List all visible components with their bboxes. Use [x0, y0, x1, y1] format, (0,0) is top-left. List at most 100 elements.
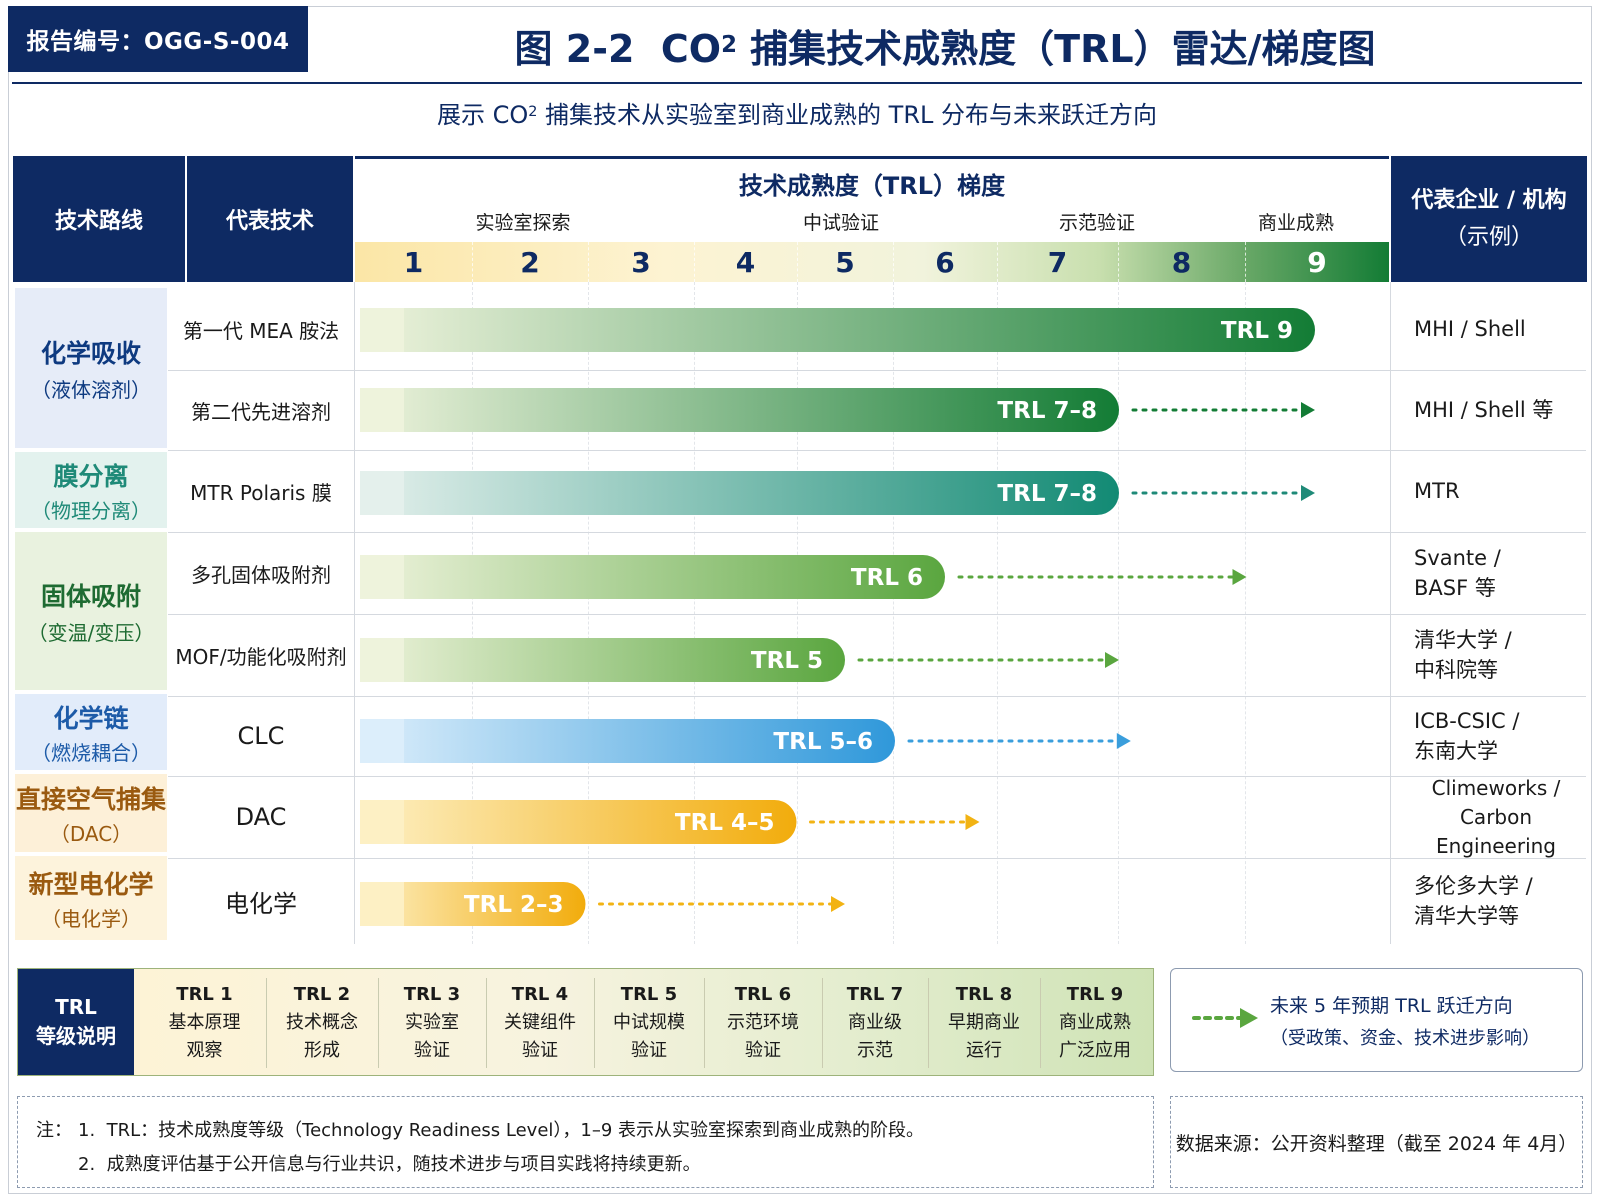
stage-label-lab: 实验室探索: [475, 211, 571, 234]
trl-strip-divider: [1245, 242, 1246, 282]
row-divider: [168, 776, 1586, 777]
future-trl-arrowhead: [965, 814, 980, 830]
trl-bar-label: TRL 5: [751, 648, 823, 674]
legend-item-desc-2: 验证: [522, 1039, 558, 1061]
legend-divider: [928, 978, 929, 1068]
category-name: 直接空气捕集: [15, 784, 166, 814]
trl-legend-item: TRL 2 技术概念 形成: [266, 976, 378, 1070]
trl-gradient-title: 技术成熟度（TRL）梯度: [738, 172, 1006, 200]
row-divider: [168, 532, 1586, 533]
legend-item-desc-1: 技术概念: [286, 1012, 358, 1034]
trl-legend-item: TRL 8 早期商业 运行: [928, 976, 1040, 1070]
trl-tick-label: 3: [631, 245, 651, 279]
future-trl-arrowhead: [831, 896, 845, 912]
trl-bar: [360, 882, 586, 926]
tech-label: 电化学: [225, 889, 297, 918]
legend-item-desc-1: 示范环境: [727, 1012, 799, 1034]
future-trl-arrowhead: [1301, 485, 1315, 501]
trl-bar: [360, 555, 945, 599]
legend-divider: [822, 978, 823, 1068]
trl-legend-heading: TRL 等级说明: [18, 969, 134, 1075]
trl-tick-label: 1: [403, 245, 424, 279]
trl-bar: [360, 388, 1119, 432]
category-name: 化学吸收: [40, 338, 141, 368]
legend-item-level: TRL 2: [293, 984, 351, 1006]
org-label: MHI / Shell: [1414, 316, 1526, 341]
subtitle-part-2: 捕集技术从实验室到商业成熟的 TRL 分布与未来跃迁方向: [537, 100, 1158, 129]
legend-heading-line2: 等级说明: [36, 1024, 116, 1048]
category-subtitle: （变温/变压）: [27, 620, 155, 645]
tech-column-divider: [354, 282, 355, 944]
trl-tick-label: 5: [835, 245, 855, 279]
route-column-header: 技术路线: [13, 156, 185, 282]
tech-label: 第一代 MEA 胺法: [182, 318, 340, 343]
future-trl-arrowhead: [1232, 569, 1247, 585]
trl-legend-item: TRL 6 示范环境 验证: [704, 976, 822, 1070]
trl-tick-label: 4: [735, 245, 756, 279]
org-header-line1: 代表企业 / 机构: [1411, 187, 1567, 213]
report-code-badge: 报告编号：OGG-S-004: [8, 6, 308, 72]
stage-label-commercial: 商业成熟: [1257, 211, 1334, 234]
trl-legend-item: TRL 5 中试规模 验证: [594, 976, 704, 1070]
trl-bar-label: TRL 7–8: [997, 398, 1097, 424]
legend-divider: [266, 978, 267, 1068]
trl-strip-divider: [893, 242, 894, 282]
legend-divider: [378, 978, 379, 1068]
legend-item-desc-2: 示范: [857, 1039, 893, 1061]
trl-legend-cells: [134, 969, 1153, 1075]
trl-bar-label: TRL 9: [1221, 318, 1293, 344]
legend-item-desc-2: 观察: [186, 1039, 223, 1061]
trl-bar: [360, 308, 1315, 352]
org-column-divider: [1390, 282, 1391, 944]
future-direction-note: （受政策、资金、技术进步影响）: [1270, 1028, 1540, 1050]
row-divider: [168, 858, 1586, 859]
category-subtitle: （DAC）: [49, 821, 133, 846]
category-chemical-looping: 化学链 （燃烧耦合）: [15, 694, 167, 770]
org-header-line2: （示例）: [1444, 225, 1533, 250]
title-part-2: 捕集技术成熟度（TRL）雷达/梯度图: [736, 26, 1376, 71]
tech-header-label: 代表技术: [225, 209, 314, 234]
trl-bar-label: TRL 2–3: [464, 892, 564, 918]
figure-title: 图 2-2 CO 2 捕集技术成熟度（TRL）雷达/梯度图: [330, 14, 1560, 76]
trl-gridline: [1118, 282, 1119, 944]
future-direction-title: 未来 5 年预期 TRL 跃迁方向: [1270, 995, 1513, 1017]
trl-bar: [360, 719, 895, 763]
trl-bar-start: [360, 555, 404, 599]
trl-bar-start: [360, 719, 404, 763]
legend-item-level: TRL 3: [403, 984, 461, 1006]
note-line-1: 1. TRL：技术成熟度等级（Technology Readiness Leve…: [78, 1120, 925, 1141]
trl-strip-divider: [1118, 242, 1119, 282]
org-label: MHI / Shell 等: [1414, 397, 1554, 422]
tech-label: MOF/功能化吸附剂: [175, 644, 347, 669]
category-subtitle: （电化学）: [41, 906, 141, 931]
category-name: 化学链: [53, 703, 129, 733]
legend-item-level: TRL 9: [1066, 984, 1124, 1006]
report-code: 报告编号：OGG-S-004: [26, 29, 290, 55]
data-source-box: 数据来源：公开资料整理（截至 2024 年 4月）: [1170, 1096, 1583, 1188]
notes-box: [17, 1096, 1154, 1188]
trl-bar-label: TRL 5–6: [773, 729, 873, 755]
note-line-2: 2. 成熟度评估基于公开信息与行业共识，随技术进步与项目实践将持续更新。: [78, 1154, 701, 1175]
future-trl-arrowhead: [1116, 733, 1131, 749]
title-divider: [12, 82, 1582, 84]
org-label: 多伦多大学 / 清华大学等: [1414, 873, 1533, 928]
trl-strip-divider: [472, 242, 473, 282]
legend-item-level: TRL 7: [846, 984, 904, 1006]
org-label: 清华大学 / 中科院等: [1414, 627, 1512, 682]
trl-strip-divider: [588, 242, 589, 282]
category-dac: 直接空气捕集 （DAC）: [15, 774, 167, 852]
trl-bar-start: [360, 638, 404, 682]
subtitle-part-1: 展示 CO: [436, 100, 529, 129]
tech-label: MTR Polaris 膜: [190, 480, 332, 505]
trl-strip-divider: [694, 242, 695, 282]
legend-item-desc-2: 运行: [966, 1039, 1002, 1061]
legend-item-desc-2: 广泛应用: [1059, 1039, 1131, 1061]
trl-bar-start: [360, 882, 404, 926]
title-part-1: 图 2-2 CO: [514, 26, 722, 71]
row-divider: [168, 370, 1586, 371]
legend-item-level: TRL 4: [511, 984, 569, 1006]
trl-legend-item: TRL 4 关键组件 验证: [486, 976, 594, 1070]
trl-bar: [360, 800, 797, 844]
trl-legend-item: TRL 3 实验室 验证: [378, 976, 486, 1070]
category-subtitle: （液体溶剂）: [31, 377, 151, 402]
